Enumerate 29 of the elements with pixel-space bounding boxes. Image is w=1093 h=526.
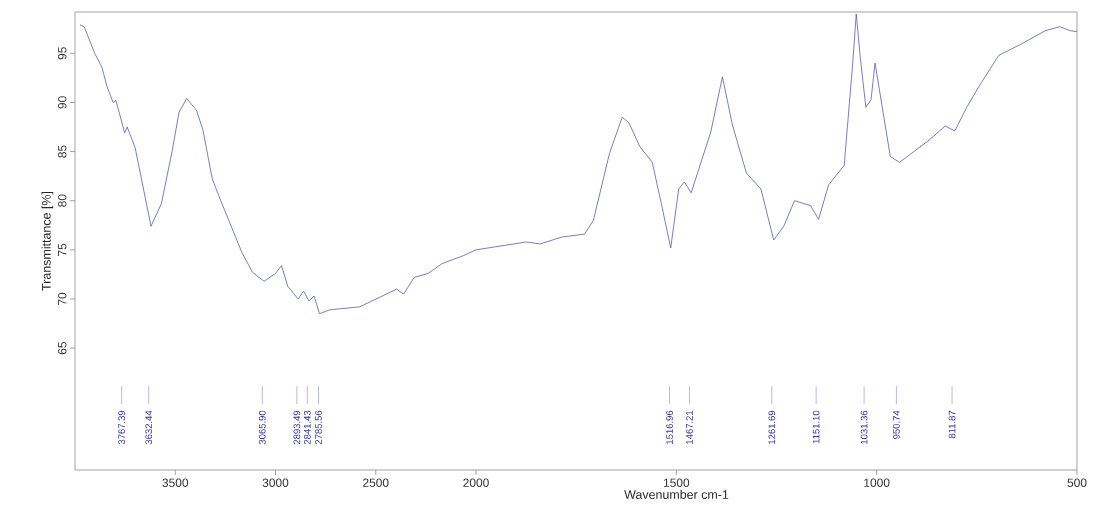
x-tick-label: 2500 — [363, 478, 389, 487]
x-tick-label: 1500 — [663, 478, 690, 487]
y-axis-title: Transmittance [%] — [41, 191, 54, 291]
y-tick-label: 75 — [58, 243, 67, 256]
ref-line-label: 811.87 — [948, 410, 956, 439]
y-tick-label: 90 — [58, 96, 67, 109]
x-axis-title: Wavenumber cm-1 — [624, 489, 729, 499]
x-tick-label: 2000 — [463, 478, 489, 487]
ref-line-label: 1467.21 — [686, 410, 693, 444]
ref-line-label: 1516.96 — [666, 410, 673, 444]
y-tick-label: 65 — [58, 341, 67, 355]
y-tick-label: 70 — [58, 292, 67, 306]
ref-line-label: 3065.90 — [258, 410, 266, 445]
x-tick-label: 500 — [1067, 478, 1087, 487]
x-tick-label: 3000 — [262, 478, 289, 487]
ref-line-label: 1151.10 — [812, 410, 820, 444]
ref-line-label: 3767.39 — [118, 410, 125, 445]
y-tick-label: 95 — [58, 47, 67, 60]
y-tick-label: 85 — [58, 145, 67, 158]
ref-line-label: 950.74 — [893, 410, 900, 439]
ref-line-label: 2893.49 — [293, 410, 301, 445]
ref-line-label: 1031.36 — [860, 410, 868, 444]
ref-line-label: 1261.69 — [768, 410, 776, 444]
ref-line-label: 2841.43 — [303, 410, 311, 445]
ref-line-label: 3632.44 — [145, 410, 153, 445]
x-tick-label: 1000 — [864, 478, 890, 487]
ref-line-label: 2785.56 — [315, 410, 322, 445]
x-tick-label: 3500 — [162, 478, 189, 487]
y-tick-label: 80 — [58, 194, 67, 207]
